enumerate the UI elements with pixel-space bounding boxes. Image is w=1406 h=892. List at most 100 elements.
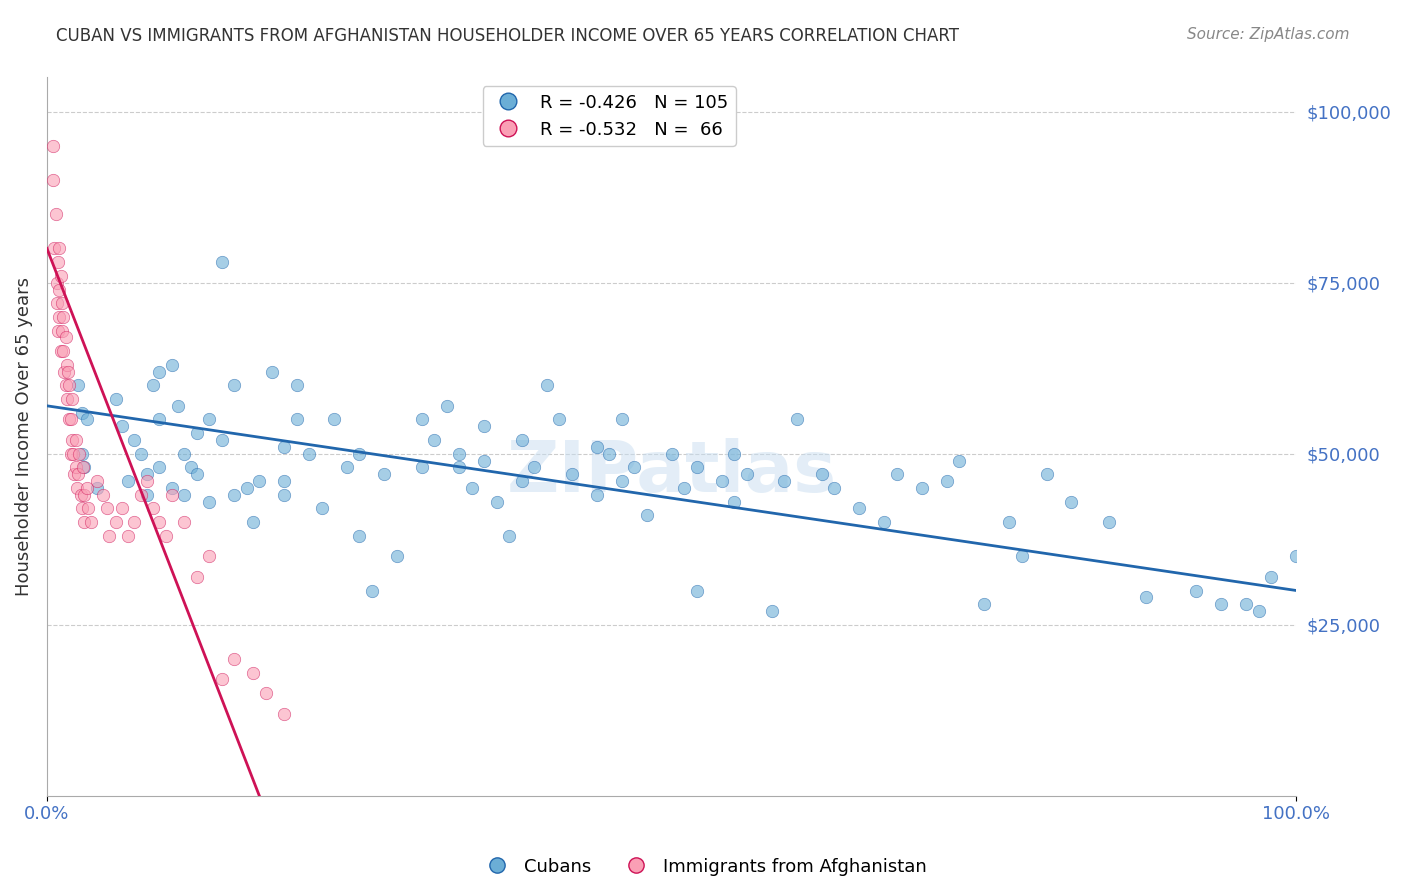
Point [98, 529, 121, 543]
Point [111, 501, 134, 516]
Point [148, 365, 170, 379]
Point [62, 447, 84, 461]
Point [1247, 604, 1270, 618]
Point [55, 378, 77, 392]
Point [52, 310, 75, 324]
Point [685, 460, 707, 475]
Point [73, 515, 96, 529]
Point [461, 481, 484, 495]
Point [65, 460, 87, 475]
Point [60, 392, 83, 406]
Point [70, 406, 93, 420]
Point [160, 488, 183, 502]
Point [523, 460, 546, 475]
Point [48, 310, 70, 324]
Point [111, 419, 134, 434]
Point [59, 447, 82, 461]
Point [46, 255, 69, 269]
Point [173, 515, 195, 529]
Point [51, 324, 73, 338]
Text: Source: ZipAtlas.com: Source: ZipAtlas.com [1187, 27, 1350, 42]
Point [598, 447, 620, 461]
Y-axis label: Householder Income Over 65 years: Householder Income Over 65 years [15, 277, 32, 596]
Point [886, 467, 908, 482]
Point [1098, 515, 1121, 529]
Point [786, 412, 808, 426]
Point [76, 412, 98, 426]
Point [998, 515, 1021, 529]
Point [1285, 549, 1308, 564]
Point [773, 474, 796, 488]
Point [73, 460, 96, 475]
Point [561, 467, 583, 482]
Point [142, 378, 165, 392]
Point [311, 501, 333, 516]
Point [411, 460, 433, 475]
Point [135, 488, 157, 502]
Point [86, 474, 108, 488]
Point [472, 419, 495, 434]
Point [198, 412, 221, 426]
Point [142, 501, 165, 516]
Point [323, 412, 346, 426]
Point [1135, 591, 1157, 605]
Point [198, 494, 221, 508]
Point [610, 412, 633, 426]
Point [117, 529, 139, 543]
Point [91, 488, 114, 502]
Point [48, 283, 70, 297]
Point [723, 494, 745, 508]
Point [45, 207, 67, 221]
Point [44, 242, 66, 256]
Point [360, 583, 382, 598]
Point [58, 412, 80, 426]
Point [1060, 494, 1083, 508]
Point [77, 501, 100, 516]
Point [224, 652, 246, 666]
Point [211, 433, 233, 447]
Point [948, 453, 970, 467]
Point [723, 447, 745, 461]
Legend: Cubans, Immigrants from Afghanistan: Cubans, Immigrants from Afghanistan [471, 851, 935, 883]
Point [56, 392, 79, 406]
Point [160, 358, 183, 372]
Point [59, 412, 82, 426]
Point [273, 440, 295, 454]
Point [585, 440, 607, 454]
Point [96, 501, 118, 516]
Point [1211, 597, 1233, 611]
Point [173, 447, 195, 461]
Point [55, 330, 77, 344]
Point [60, 433, 83, 447]
Point [104, 515, 127, 529]
Point [148, 515, 170, 529]
Point [449, 447, 471, 461]
Point [66, 481, 89, 495]
Point [585, 488, 607, 502]
Point [247, 474, 270, 488]
Point [180, 460, 202, 475]
Point [49, 268, 72, 283]
Point [336, 460, 359, 475]
Point [1260, 570, 1282, 584]
Point [117, 474, 139, 488]
Point [661, 447, 683, 461]
Point [65, 433, 87, 447]
Point [935, 474, 957, 488]
Point [973, 597, 995, 611]
Point [536, 378, 558, 392]
Point [260, 365, 283, 379]
Point [67, 378, 90, 392]
Point [124, 515, 146, 529]
Point [42, 139, 65, 153]
Point [236, 481, 259, 495]
Point [49, 344, 72, 359]
Point [73, 488, 96, 502]
Point [810, 467, 832, 482]
Point [623, 460, 645, 475]
Point [285, 378, 308, 392]
Point [135, 474, 157, 488]
Point [48, 242, 70, 256]
Point [45, 296, 67, 310]
Point [148, 460, 170, 475]
